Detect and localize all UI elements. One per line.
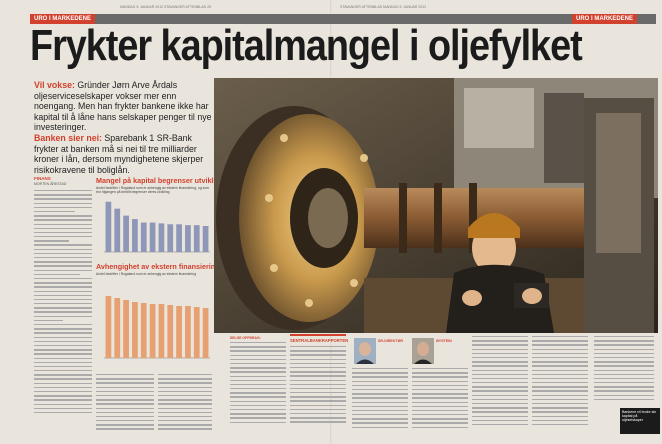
chart-2-title: Avhengighet av ekstern finansiering	[96, 262, 220, 271]
chart-2-bar	[193, 307, 200, 358]
end-box: Bankene vil bruke sin kapital på oljesel…	[620, 408, 660, 434]
main-photo	[214, 78, 658, 333]
photo-illustration	[214, 78, 658, 333]
portrait-1	[354, 338, 376, 364]
chart-1-bar	[114, 208, 121, 252]
portrait-2-illustration	[412, 338, 434, 364]
chart-1-bar	[149, 222, 156, 252]
chart-1-bar	[167, 224, 174, 252]
chart-1-title: Mangel på kapital begrenser utvikling	[96, 176, 225, 185]
body-column-2	[96, 374, 154, 436]
chart-2-bar	[167, 305, 174, 358]
body-column-3	[158, 374, 212, 436]
portrait-1-illustration	[354, 338, 376, 364]
chart-2-bar	[202, 308, 209, 358]
chart-1-bar	[123, 215, 129, 252]
fact-box: SENTRALBANKRAPPORTEN	[290, 334, 349, 431]
body-column-9	[594, 336, 654, 406]
lead-text: Vil vokse: Gründer Jørn Arve Årdals olje…	[34, 80, 212, 175]
fact-box-title: SENTRALBANKRAPPORTEN	[290, 338, 349, 343]
body-column-7	[472, 336, 528, 434]
lead-body-2: Sparebank 1 SR-Bank frykter at banken må…	[34, 132, 204, 175]
portrait-2	[412, 338, 434, 364]
byline-name: MORTEN ÅRESTAD	[34, 182, 67, 186]
body-column-8	[532, 336, 588, 434]
chart-1-bar	[185, 225, 191, 252]
photo-caption: SELGE OPPDRAG:	[230, 336, 286, 340]
chart-2-bar	[185, 306, 191, 358]
chart-1-subtitle: Andel bedrifter i Rogaland som er avheng…	[96, 186, 210, 194]
chart-1-bar	[105, 201, 112, 252]
chart-2-plot	[104, 296, 210, 359]
chart-2-subtitle: Andel bedrifter i Rogaland som er avheng…	[96, 272, 197, 276]
folio-left: MANDAG 9. JANUAR 2012 STAVANGER AFTENBLA…	[120, 5, 212, 9]
section-tag-left: URO I MARKEDENE	[30, 14, 96, 24]
chart-2-bar	[105, 296, 112, 358]
body-column-1	[34, 190, 92, 430]
lead-kicker-1: Vil vokse:	[34, 80, 75, 90]
body-column-5	[352, 368, 408, 434]
chart-2-bar	[158, 304, 165, 358]
chart-2-bar	[123, 300, 129, 358]
chart-1-bar	[158, 223, 165, 252]
chart-2-bar	[140, 303, 147, 358]
chart-2-bar	[149, 304, 156, 358]
chart-1-plot	[104, 201, 210, 253]
byline-label: FINANS	[34, 176, 51, 181]
folio-right: STAVANGER AFTENBLAD MANDAG 9. JANUAR 201…	[340, 5, 427, 9]
chart-1-bar	[193, 225, 200, 252]
chart-2-bar	[176, 306, 182, 358]
portrait-2-name: ØYSTEIN	[436, 339, 452, 343]
section-tag-right: URO I MARKEDENE	[572, 14, 638, 24]
lead-kicker-2: Banken sier nei:	[34, 132, 102, 143]
photo-caption-title: SELGE OPPDRAG:	[230, 336, 261, 340]
headline: Frykter kapitalmangel i oljefylket	[30, 21, 583, 70]
body-column-6	[412, 368, 468, 434]
chart-capital-shortage: Mangel på kapital begrenser utvikling An…	[96, 176, 224, 261]
portrait-2-label: ØYSTEIN	[436, 339, 466, 343]
chart-external-financing: Avhengighet av ekstern finansiering Ande…	[96, 262, 220, 372]
chart-1-bar	[176, 224, 182, 252]
chart-1-bar	[140, 222, 147, 252]
chart-1-bar	[132, 219, 138, 252]
body-column-4	[230, 342, 286, 432]
chart-1-bar	[202, 226, 209, 252]
chart-2-bar	[132, 302, 138, 358]
lead-body-1: Gründer Jørn Arve Årdals oljeservicesels…	[34, 80, 212, 133]
portrait-1-name: SR-DIREKTØR	[378, 339, 403, 343]
section-bar-right	[330, 14, 656, 24]
fact-box-text	[290, 346, 346, 428]
portrait-1-label: SR-DIREKTØR	[378, 339, 408, 343]
section-bar-left	[30, 14, 330, 24]
chart-2-bar	[114, 298, 121, 358]
